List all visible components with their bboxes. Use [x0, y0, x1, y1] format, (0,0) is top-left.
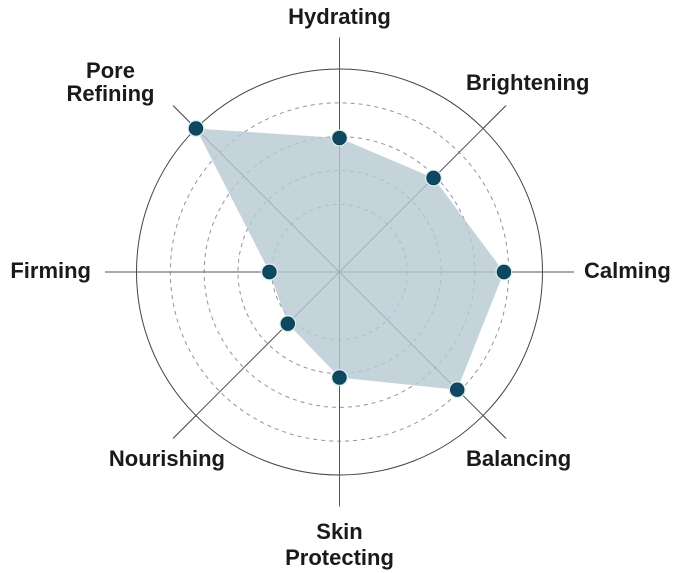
svg-text:Calming: Calming	[584, 258, 671, 283]
svg-text:Brightening: Brightening	[466, 70, 589, 95]
svg-text:Hydrating: Hydrating	[288, 4, 391, 29]
svg-text:Protecting: Protecting	[285, 545, 394, 570]
svg-text:Firming: Firming	[10, 258, 91, 283]
svg-text:Pore: Pore	[86, 58, 135, 83]
svg-text:Balancing: Balancing	[466, 446, 571, 471]
svg-text:Skin: Skin	[316, 519, 362, 544]
svg-text:Nourishing: Nourishing	[109, 446, 225, 471]
svg-text:Refining: Refining	[67, 81, 155, 106]
